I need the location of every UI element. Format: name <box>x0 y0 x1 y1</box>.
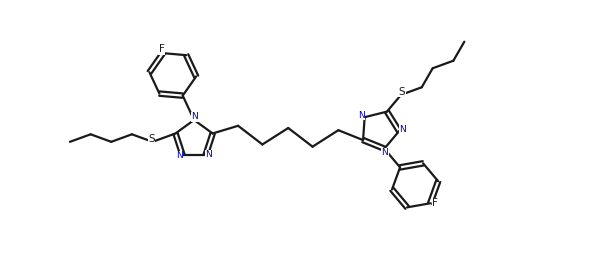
Text: F: F <box>159 44 165 54</box>
Text: N: N <box>191 112 198 121</box>
Text: N: N <box>382 148 388 157</box>
Text: N: N <box>358 111 365 120</box>
Text: S: S <box>399 87 405 97</box>
Text: N: N <box>399 125 406 134</box>
Text: F: F <box>432 198 438 208</box>
Text: S: S <box>148 134 155 144</box>
Text: N: N <box>206 150 212 159</box>
Text: N: N <box>176 151 183 160</box>
